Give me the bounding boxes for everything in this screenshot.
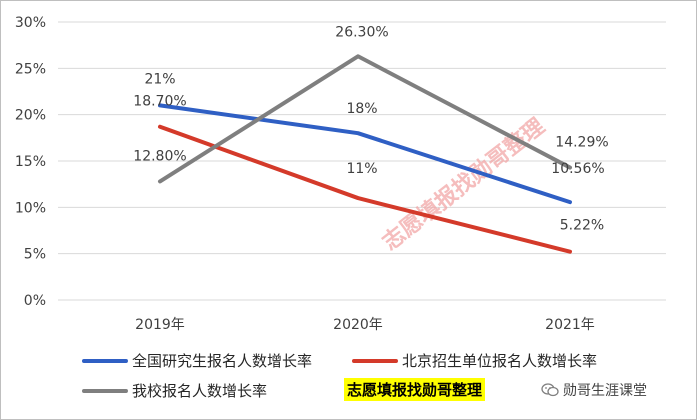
data-label: 5.22% [560,218,604,234]
data-point [568,250,572,254]
legend-swatch [352,358,398,363]
x-axis: 2019年 2020年 2021年 [135,317,595,333]
data-point [568,200,572,204]
data-labels: 21% 18% 10.56% 18.70% 11% 5.22% 12.80% 26.30% 14… [133,24,608,233]
data-point [158,103,162,107]
legend-item-school: 我校报名人数增长率 [82,380,267,401]
y-tick-label: 25% [15,61,46,77]
y-tick-label: 20% [15,108,46,124]
y-tick-label: 5% [24,247,46,263]
y-tick-label: 30% [15,15,46,31]
legend-swatch [82,358,128,363]
brand-signature: 勋哥生涯课堂 [541,380,647,400]
y-tick-label: 10% [15,200,46,216]
x-tick-label: 2020年 [333,317,383,333]
data-label: 26.30% [335,24,388,40]
legend-item-national: 全国研究生报名人数增长率 [82,350,312,371]
wechat-icon [541,383,559,397]
data-label: 21% [144,71,175,87]
legend-label: 北京招生单位报名人数增长率 [402,352,598,370]
y-axis: 0% 5% 10% 15% 20% 25% 30% [15,15,46,309]
data-point [158,125,162,129]
y-tick-label: 15% [15,154,46,170]
data-label: 10.56% [551,161,604,177]
x-tick-label: 2021年 [545,317,595,333]
x-tick-label: 2019年 [135,317,185,333]
legend-swatch [82,388,128,393]
y-tick-label: 0% [24,293,46,309]
series-lines [158,54,572,254]
data-point [356,131,360,135]
data-label: 18% [346,101,377,117]
legend-label: 全国研究生报名人数增长率 [132,352,313,370]
data-label: 18.70% [133,94,186,110]
gridlines [58,21,666,301]
data-label: 11% [346,161,377,177]
legend-item-beijing: 北京招生单位报名人数增长率 [352,350,597,371]
data-point [568,166,572,170]
brand-text: 勋哥生涯课堂 [563,383,647,399]
data-label: 14.29% [555,135,608,151]
data-point [356,196,360,200]
highlight-caption: 志愿填报找勋哥整理 [344,378,486,401]
watermark: 志愿填报找勋哥整理 [378,113,550,255]
data-point [158,179,162,183]
data-point [356,54,360,58]
data-label: 12.80% [133,148,186,164]
legend-label: 我校报名人数增长率 [132,382,268,400]
